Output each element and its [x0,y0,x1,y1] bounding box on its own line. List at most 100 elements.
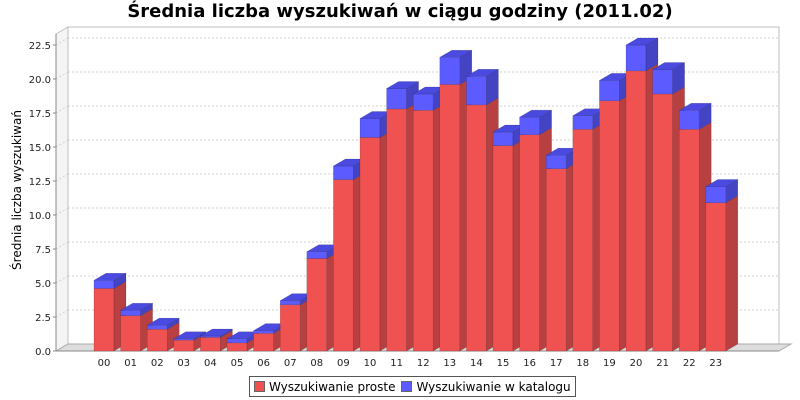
bar-proste-face [253,333,274,352]
bar-proste-side [725,195,739,352]
bar-katalog-top [704,179,739,187]
bar-katalog-side [113,272,127,289]
bar-katalog-face [306,251,328,259]
x-tick-label: 00 [98,358,111,369]
x-tick-label: 03 [177,358,190,369]
bar-katalog-top [385,81,420,89]
x-tick-label: 22 [683,358,696,369]
x-tick-label: 17 [550,358,563,369]
bar-katalog-face [439,56,461,85]
y-tick-label: 20.0 [29,75,51,86]
legend-swatch-proste [254,381,265,392]
x-tick-label: 05 [231,358,244,369]
legend-label-katalog: Wyszukiwanie w katalogu [416,379,571,394]
y-tick-label: 12.5 [29,177,51,188]
x-tick-label: 14 [470,358,483,369]
bar-proste-face [439,84,461,352]
bar-proste-face [678,129,700,352]
bar-katalog-face [519,116,540,136]
bar-katalog-face [333,165,354,180]
bar-proste-face [519,134,540,352]
bar-katalog-face [359,118,381,138]
bar-katalog-side [220,328,233,338]
bar-katalog-top [146,317,181,326]
bar-katalog-side [698,102,712,130]
y-tick-label: 0.0 [35,347,51,358]
legend: Wyszukiwanie proste Wyszukiwanie w katal… [249,376,576,397]
y-tick-label: 15.0 [29,143,51,154]
bar-katalog-top [199,328,234,337]
x-tick-label: 19 [603,358,616,369]
plot-left-wall [55,26,69,352]
x-tick-label: 21 [656,358,669,369]
x-tick-label: 18 [576,358,589,369]
x-tick-label: 08 [310,358,323,369]
bar-katalog-top [465,69,500,77]
bar-proste-face [492,145,514,352]
bar-katalog-top [518,109,553,118]
bar-katalog-face [253,330,274,334]
bar-katalog-face [652,69,673,95]
bar-proste-face [386,108,407,352]
x-tick-label: 20 [630,358,643,369]
legend-item-katalog: Wyszukiwanie w katalogu [401,379,571,394]
bar-proste-face [200,337,221,352]
bar-proste-face [466,104,487,352]
bar-proste-face [93,288,115,352]
x-tick-label: 23 [709,358,722,369]
bar-proste-face [279,304,301,352]
bar-proste-face [333,179,354,352]
bar-proste-face [120,315,141,352]
bar-katalog-face [492,131,514,146]
bar-proste-face [226,342,248,352]
bar-katalog-face [599,80,620,102]
bar-proste-face [625,70,647,352]
y-tick-label: 7.5 [35,245,51,256]
bar-proste-face [652,93,673,352]
bar-proste-face [599,100,620,352]
x-tick-label: 12 [417,358,430,369]
bar-proste-face [572,129,594,352]
bar-katalog-face [678,110,700,130]
y-tick-label: 17.5 [29,109,51,120]
bar-katalog-face [120,309,141,316]
y-axis-label: Średnia liczba wyszukiwań [10,110,24,270]
x-tick-label: 10 [364,358,377,369]
x-tick-label: 13 [443,358,456,369]
x-tick-label: 16 [523,358,536,369]
bar-proste-face [146,328,168,352]
x-tick-label: 11 [390,358,403,369]
bar-katalog-side [539,109,552,136]
y-tick-label: 22.5 [29,41,51,52]
legend-item-proste: Wyszukiwanie proste [254,380,395,394]
y-tick-label: 5.0 [35,279,51,290]
bar-proste-face [359,137,381,352]
bar-katalog-face [93,280,115,289]
x-tick-label: 15 [497,358,510,369]
x-tick-label: 04 [204,358,217,369]
bar-katalog-face [226,338,248,344]
y-tick-label: 2.5 [35,313,51,324]
x-tick-label: 02 [151,358,164,369]
legend-swatch-katalog [401,381,413,392]
bar-proste-face [412,110,434,352]
x-tick-label: 01 [124,358,137,369]
bar-katalog-top [625,37,659,46]
bar-katalog-side [140,302,153,317]
bar-katalog-top [119,302,154,311]
bar-katalog-face [466,76,487,106]
bar-katalog-face [625,44,647,72]
chart-title: Średnia liczba wyszukiwań w ciągu godzin… [127,1,673,22]
bar-proste-face [173,339,195,352]
bar-katalog-side [166,317,180,330]
bar-katalog-top [93,273,127,281]
bar-katalog-face [279,300,301,306]
x-tick-label: 07 [284,358,297,369]
x-tick-label: 06 [257,358,270,369]
bar-proste-face [545,168,567,352]
bar-katalog-face [412,93,434,111]
bar-proste-face [306,258,328,352]
bar-katalog-face [572,115,594,130]
y-tick-label: 10.0 [29,211,51,222]
